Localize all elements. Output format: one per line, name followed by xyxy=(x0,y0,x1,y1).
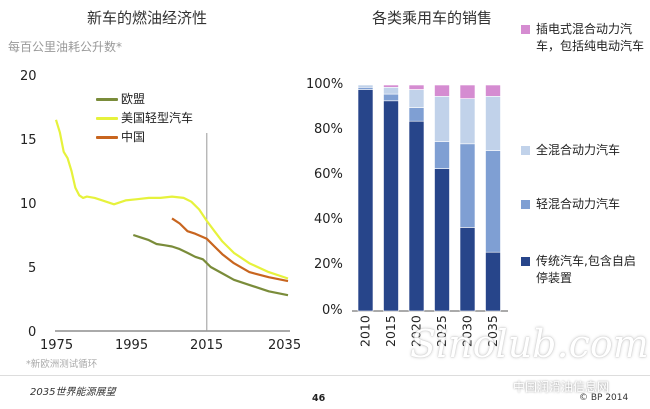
x-tick-label-2035: 2035 xyxy=(485,315,500,347)
copyright: © BP 2014 xyxy=(579,393,629,403)
y-tick-label: 15 xyxy=(20,133,37,148)
bar-segment-full-hybrid-2030 xyxy=(459,98,476,145)
bar-segment-mild-hybrid-2025 xyxy=(434,141,450,169)
x-tick-label: 1975 xyxy=(40,338,74,353)
footnote: *新欧洲测试循环 xyxy=(26,359,98,370)
bar-segment-plugin-2020 xyxy=(408,84,425,90)
bar-segment-full-hybrid-2010 xyxy=(357,84,374,88)
y-tick-label: 20 xyxy=(20,69,37,84)
y-tick-label: 80% xyxy=(314,122,343,137)
bar-segment-conventional-2025 xyxy=(434,168,450,312)
bar-segment-conventional-2015 xyxy=(383,100,399,312)
legend-label-conventional: 传统汽车,包含自启停装置 xyxy=(536,254,636,285)
watermark-text: 中国润滑油信息网 xyxy=(513,380,610,394)
y-tick-label: 20% xyxy=(314,257,343,272)
bar-segment-conventional-2035 xyxy=(485,251,501,312)
bar-segment-plugin-2030 xyxy=(459,84,476,99)
x-tick-label-2020: 2020 xyxy=(409,315,424,347)
y-tick-label: 100% xyxy=(306,77,344,92)
page-number: 46 xyxy=(312,393,326,404)
series-line-eu xyxy=(132,233,289,297)
y-tick-label: 40% xyxy=(314,212,343,227)
bar-segment-plugin-2015 xyxy=(383,84,399,88)
bar-segment-conventional-2030 xyxy=(459,227,476,312)
x-tick-label-2025: 2025 xyxy=(434,315,449,347)
footer-divider xyxy=(0,375,650,376)
bar-segment-full-hybrid-2020 xyxy=(408,89,425,108)
legend-swatch-china xyxy=(96,136,118,139)
legend-label-china: 中国 xyxy=(121,130,146,144)
bar-segment-mild-hybrid-2035 xyxy=(485,150,501,253)
legend-swatch-mild-hybrid xyxy=(521,200,530,209)
bar-segment-plugin-2025 xyxy=(434,84,450,97)
series-line-china xyxy=(171,217,289,283)
bar-segment-mild-hybrid-2015 xyxy=(383,93,399,102)
bar-segment-conventional-2020 xyxy=(408,120,425,312)
bar-segment-full-hybrid-2025 xyxy=(434,96,450,142)
legend-label-full-hybrid: 全混合动力汽车 xyxy=(536,143,621,157)
legend-label-eu: 欧盟 xyxy=(121,92,146,106)
legend-swatch-plugin xyxy=(521,25,530,34)
bar-segment-mild-hybrid-2010 xyxy=(357,87,374,90)
legend-swatch-us xyxy=(96,117,118,120)
bar-segment-mild-hybrid-2030 xyxy=(459,143,476,228)
footer-report-title: 2035世界能源展望 xyxy=(30,387,116,398)
legend-swatch-full-hybrid xyxy=(521,146,530,155)
bar-segment-plugin-2035 xyxy=(485,84,501,97)
bar-segment-full-hybrid-2035 xyxy=(485,96,501,151)
x-tick-label: 1995 xyxy=(115,338,149,353)
y-tick-label: 5 xyxy=(28,261,37,276)
legend-swatch-eu xyxy=(96,98,118,101)
chart-title-sales: 各类乘用车的销售 xyxy=(372,9,493,27)
x-tick-label: 2035 xyxy=(268,338,302,353)
x-tick-label-2030: 2030 xyxy=(460,315,475,347)
chart-title-fuel-economy: 新车的燃油经济性 xyxy=(87,9,208,27)
x-tick-label-2010: 2010 xyxy=(358,315,373,347)
chart-subtitle-unit: 每百公里油耗公升数* xyxy=(8,40,123,54)
legend-label-us: 美国轻型汽车 xyxy=(121,111,194,125)
y-tick-label: 10 xyxy=(20,197,37,212)
bar-segment-conventional-2010 xyxy=(357,89,374,312)
y-tick-label: 60% xyxy=(314,167,343,182)
series-line-us xyxy=(54,119,289,280)
watermark-logo: Sinolub.com xyxy=(410,322,649,366)
y-tick-label: 0% xyxy=(322,303,343,318)
legend-label-mild-hybrid: 轻混合动力汽车 xyxy=(536,197,621,211)
legend-label-plugin: 插电式混合动力汽车，包括纯电动汽车 xyxy=(536,22,645,53)
x-tick-label-2015: 2015 xyxy=(383,315,398,347)
legend-swatch-conventional xyxy=(521,257,530,266)
y-tick-label: 0 xyxy=(28,325,37,340)
bar-segment-mild-hybrid-2020 xyxy=(408,107,425,122)
bar-segment-full-hybrid-2015 xyxy=(383,87,399,95)
x-tick-label: 2015 xyxy=(190,338,224,353)
